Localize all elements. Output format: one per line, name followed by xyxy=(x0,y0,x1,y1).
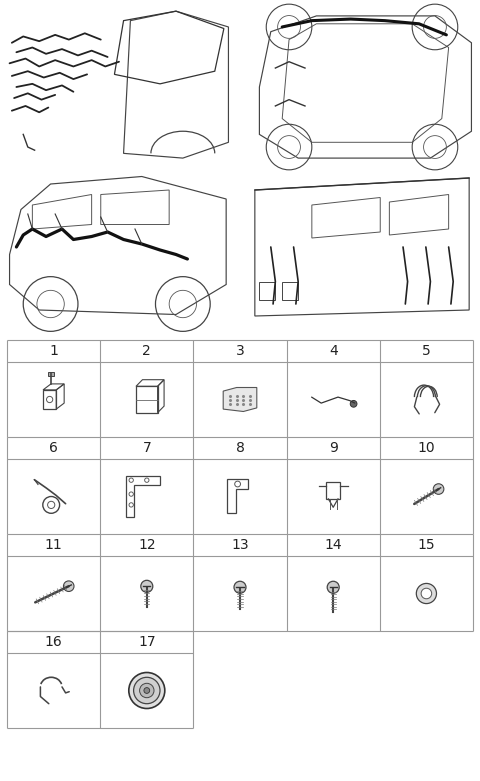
Circle shape xyxy=(350,401,357,407)
Text: 2: 2 xyxy=(143,344,151,358)
Text: 12: 12 xyxy=(138,538,156,552)
Text: 9: 9 xyxy=(329,441,337,455)
Bar xyxy=(48,372,54,376)
Text: 11: 11 xyxy=(45,538,62,552)
Circle shape xyxy=(144,687,150,694)
Text: 16: 16 xyxy=(45,635,62,649)
Text: 3: 3 xyxy=(236,344,244,358)
Bar xyxy=(326,482,340,499)
Text: 4: 4 xyxy=(329,344,337,358)
Text: 6: 6 xyxy=(49,441,58,455)
Circle shape xyxy=(416,583,436,604)
Bar xyxy=(282,281,298,299)
Text: 1: 1 xyxy=(49,344,58,358)
Text: 17: 17 xyxy=(138,635,156,649)
Polygon shape xyxy=(223,387,257,412)
Text: 14: 14 xyxy=(324,538,342,552)
Text: 7: 7 xyxy=(143,441,151,455)
Bar xyxy=(136,387,157,412)
Text: 5: 5 xyxy=(422,344,431,358)
Text: 13: 13 xyxy=(231,538,249,552)
Circle shape xyxy=(141,580,153,592)
Text: 8: 8 xyxy=(236,441,244,455)
Circle shape xyxy=(234,581,246,594)
Circle shape xyxy=(421,588,432,599)
Circle shape xyxy=(140,683,154,697)
Text: 10: 10 xyxy=(418,441,435,455)
Circle shape xyxy=(129,672,165,708)
Circle shape xyxy=(433,483,444,494)
Circle shape xyxy=(63,581,74,591)
Circle shape xyxy=(327,581,339,594)
Circle shape xyxy=(133,677,160,704)
Bar xyxy=(259,281,276,299)
Text: 15: 15 xyxy=(418,538,435,552)
